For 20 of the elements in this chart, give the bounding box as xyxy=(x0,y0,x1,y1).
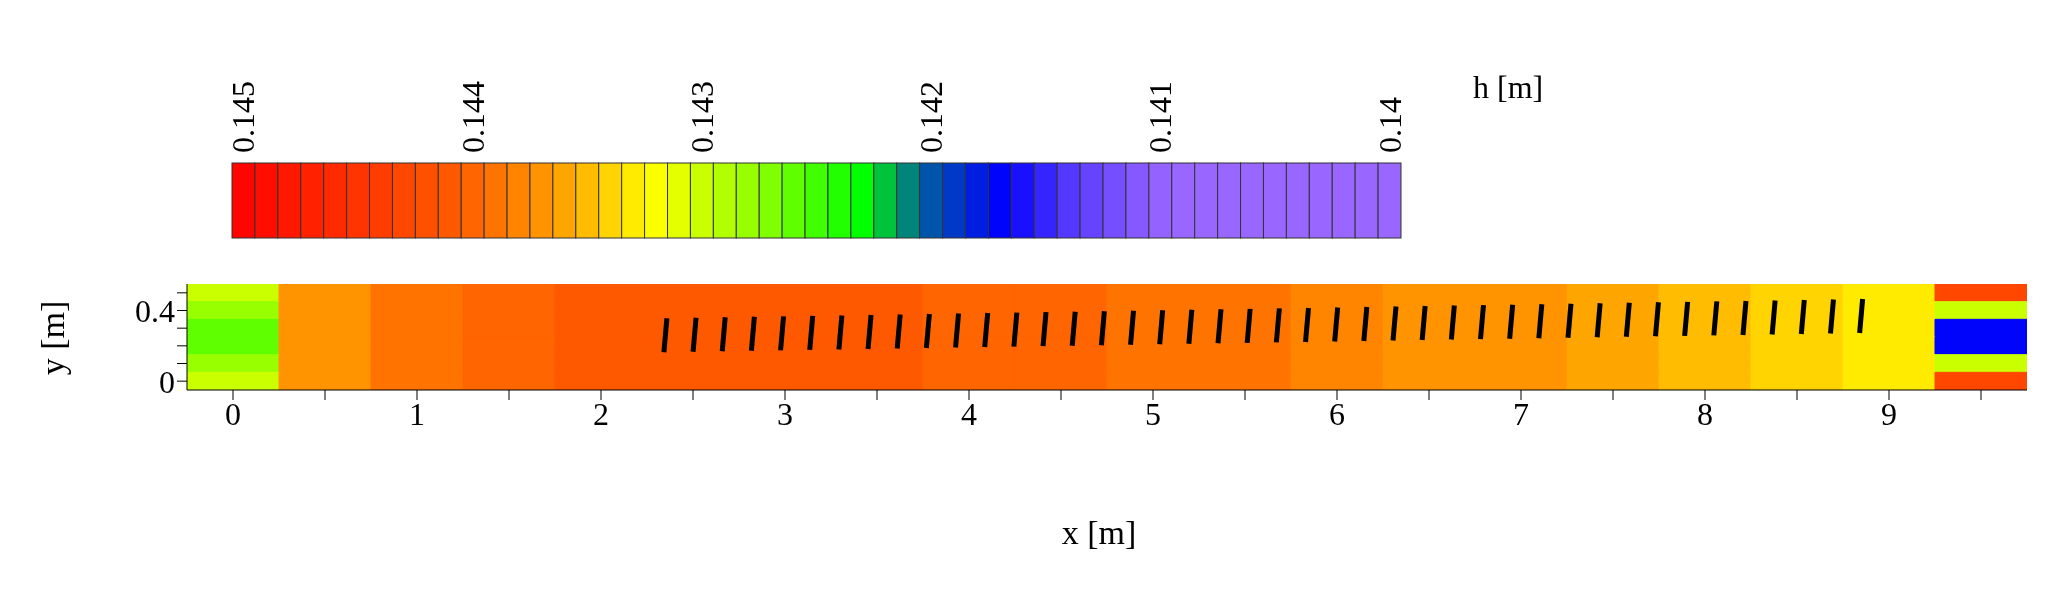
y-tick-label: 0.4 xyxy=(135,292,175,329)
color-bar-label: 0.142 xyxy=(913,81,950,153)
x-tick-label: 3 xyxy=(777,395,793,432)
x-tick-label: 4 xyxy=(961,395,977,432)
y-axis-title: y [m] xyxy=(34,300,72,376)
x-tick-label: 5 xyxy=(1145,395,1161,432)
color-bar-label: 0.143 xyxy=(683,81,720,153)
x-tick-label: 8 xyxy=(1697,395,1713,432)
x-tick-label: 6 xyxy=(1329,395,1345,432)
x-tick-label: 0 xyxy=(225,395,241,432)
x-tick-label: 7 xyxy=(1513,395,1529,432)
color-bar-label: 0.144 xyxy=(454,81,491,153)
color-bar-label: 0.145 xyxy=(225,81,262,153)
color-bar-label: 0.141 xyxy=(1142,81,1179,153)
color-bar-label: 0.14 xyxy=(1371,97,1408,153)
x-axis-title: x [m] xyxy=(1061,514,1137,552)
x-tick-label: 9 xyxy=(1881,395,1897,432)
x-tick-label: 1 xyxy=(409,395,425,432)
x-tick-label: 2 xyxy=(593,395,609,432)
color-bar-title: h [m] xyxy=(1473,69,1544,105)
